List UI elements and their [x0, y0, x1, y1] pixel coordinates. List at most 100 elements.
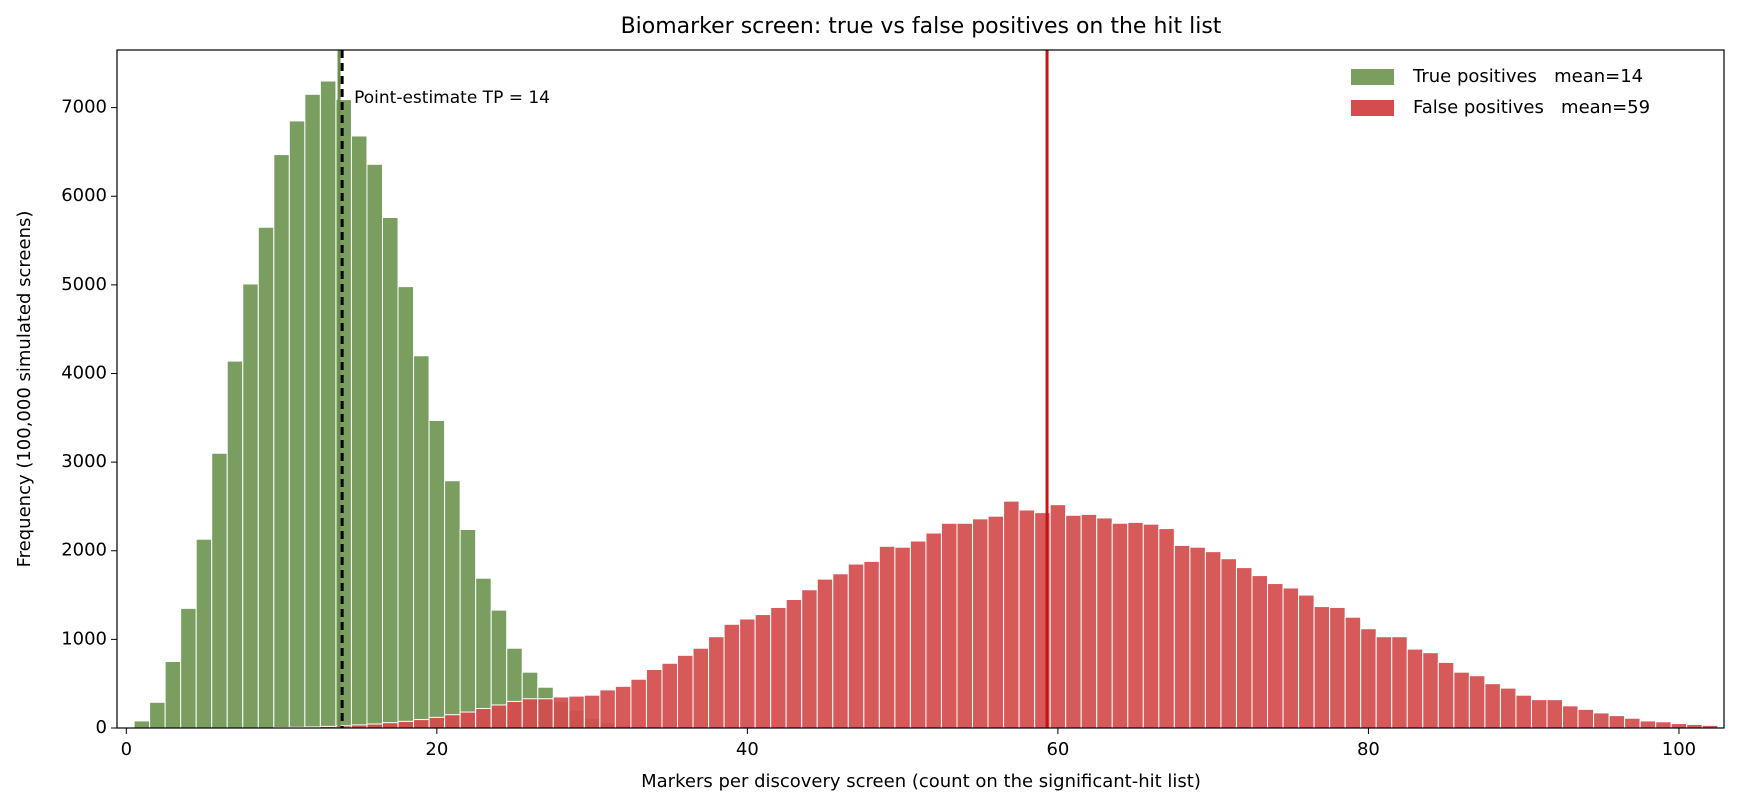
bar — [1577, 708, 1595, 729]
bar — [521, 698, 539, 729]
bar — [1484, 683, 1501, 729]
bar — [490, 704, 508, 729]
bar — [1624, 717, 1641, 729]
bar — [304, 93, 321, 729]
bar — [1546, 699, 1564, 729]
bar — [413, 719, 430, 729]
y-tick-label: 1000 — [61, 628, 107, 649]
bar — [1142, 523, 1160, 729]
bar — [1127, 521, 1144, 729]
bar — [661, 662, 679, 729]
bar — [1655, 721, 1672, 729]
bar — [195, 538, 213, 729]
bar — [1235, 567, 1253, 729]
bar — [1018, 509, 1036, 729]
bar — [1189, 546, 1206, 729]
bar — [645, 669, 663, 729]
bar — [1329, 606, 1346, 729]
bar — [1096, 517, 1113, 729]
bar — [149, 701, 166, 729]
bar — [226, 360, 244, 729]
bar — [692, 647, 710, 729]
bar — [1251, 575, 1269, 729]
bar — [1422, 652, 1439, 729]
bar — [832, 573, 849, 729]
bar — [925, 532, 942, 729]
bar — [1173, 544, 1191, 729]
bar — [506, 700, 523, 729]
bar — [894, 546, 911, 729]
bar — [459, 711, 477, 729]
bar — [413, 355, 430, 729]
bar — [1111, 522, 1129, 729]
bar — [459, 528, 477, 729]
bar — [397, 720, 415, 729]
bar — [428, 419, 446, 729]
bar — [1406, 648, 1424, 729]
bar — [1375, 636, 1393, 729]
bar — [444, 480, 461, 729]
x-axis-label: Markers per discovery screen (count on t… — [641, 771, 1201, 792]
bar — [1391, 636, 1408, 729]
bar — [677, 654, 694, 729]
bar — [475, 708, 492, 729]
bar — [863, 560, 880, 729]
x-tick-label: 80 — [1357, 739, 1380, 760]
bar — [288, 120, 306, 729]
bar — [1499, 687, 1517, 729]
y-tick-label: 3000 — [61, 451, 107, 472]
x-tick-label: 0 — [121, 739, 132, 760]
bar — [940, 522, 958, 729]
bar — [1608, 715, 1626, 729]
legend-swatch — [1351, 100, 1394, 116]
x-tick-label: 60 — [1046, 739, 1069, 760]
bar — [1204, 551, 1222, 729]
bar — [1065, 514, 1082, 729]
x-tick-label: 100 — [1662, 739, 1696, 760]
legend-swatch — [1351, 69, 1394, 85]
legend-label: False positives mean=59 — [1413, 97, 1650, 118]
bar — [211, 452, 228, 729]
bar — [785, 598, 803, 729]
bar — [816, 578, 834, 729]
y-tick-label: 6000 — [61, 185, 107, 206]
bar — [723, 623, 741, 729]
bar — [1282, 587, 1300, 729]
y-axis-label: Frequency (100,000 simulated screens) — [14, 211, 35, 568]
bar — [754, 614, 772, 729]
bar — [537, 698, 554, 729]
bar — [614, 685, 632, 729]
bar — [1344, 616, 1362, 729]
bar — [1267, 583, 1284, 729]
bar — [987, 515, 1005, 729]
bar — [475, 577, 492, 729]
bar — [1080, 513, 1098, 729]
bar — [583, 694, 601, 729]
plot-frame — [116, 49, 1725, 729]
bar — [956, 522, 974, 729]
bar — [801, 589, 818, 729]
bar — [350, 135, 368, 729]
bar — [273, 154, 290, 729]
bar — [847, 563, 865, 729]
bar — [1515, 694, 1532, 729]
bar — [708, 636, 725, 729]
x-tick-label: 20 — [425, 739, 448, 760]
x-tick-label: 40 — [736, 739, 759, 760]
bar — [366, 163, 384, 729]
bar — [1670, 723, 1688, 729]
bar — [972, 518, 989, 729]
bar — [1453, 671, 1470, 729]
y-tick-label: 2000 — [61, 540, 107, 561]
chart-title: Biomarker screen: true vs false positive… — [621, 14, 1222, 39]
bar — [1437, 661, 1455, 729]
bar — [1313, 606, 1331, 729]
bar — [428, 716, 446, 729]
bar — [1220, 558, 1237, 729]
bar — [1003, 500, 1020, 729]
bar — [878, 545, 896, 729]
bar — [1158, 528, 1175, 729]
bar — [319, 80, 337, 729]
bar — [444, 714, 461, 729]
